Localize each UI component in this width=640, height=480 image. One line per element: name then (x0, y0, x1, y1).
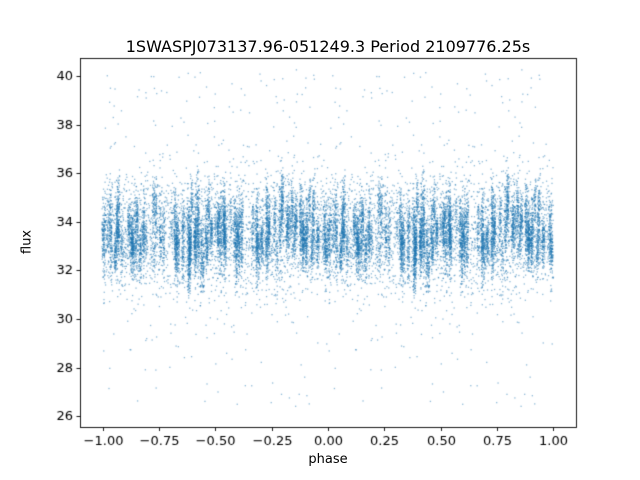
chart-title: 1SWASPJ073137.96-051249.3 Period 2109776… (125, 37, 531, 56)
x-axis-label: phase (308, 452, 348, 467)
y-axis-label: flux (19, 229, 35, 255)
